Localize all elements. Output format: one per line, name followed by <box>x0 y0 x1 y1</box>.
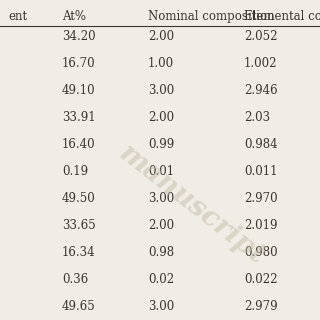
Text: 2.00: 2.00 <box>148 30 174 44</box>
Text: 0.022: 0.022 <box>244 273 277 285</box>
Text: 2.00: 2.00 <box>148 111 174 124</box>
Text: 33.91: 33.91 <box>62 111 96 124</box>
Text: ent: ent <box>8 10 27 23</box>
Text: 2.03: 2.03 <box>244 111 270 124</box>
Text: 2.00: 2.00 <box>148 219 174 232</box>
Text: 2.979: 2.979 <box>244 300 278 313</box>
Text: 49.65: 49.65 <box>62 300 96 313</box>
Text: manuscript: manuscript <box>114 140 270 270</box>
Text: Nominal composition: Nominal composition <box>148 10 275 23</box>
Text: 49.50: 49.50 <box>62 192 96 205</box>
Text: 16.34: 16.34 <box>62 246 96 259</box>
Text: 0.02: 0.02 <box>148 273 174 285</box>
Text: 0.98: 0.98 <box>148 246 174 259</box>
Text: 2.052: 2.052 <box>244 30 277 44</box>
Text: 0.980: 0.980 <box>244 246 278 259</box>
Text: 2.970: 2.970 <box>244 192 278 205</box>
Text: 16.70: 16.70 <box>62 57 96 70</box>
Text: 0.984: 0.984 <box>244 138 278 151</box>
Text: 0.99: 0.99 <box>148 138 174 151</box>
Text: 34.20: 34.20 <box>62 30 96 44</box>
Text: 3.00: 3.00 <box>148 192 174 205</box>
Text: 0.01: 0.01 <box>148 165 174 178</box>
Text: 16.40: 16.40 <box>62 138 96 151</box>
Text: 0.36: 0.36 <box>62 273 88 285</box>
Text: 2.946: 2.946 <box>244 84 278 97</box>
Text: 0.011: 0.011 <box>244 165 277 178</box>
Text: At%: At% <box>62 10 86 23</box>
Text: 3.00: 3.00 <box>148 84 174 97</box>
Text: 33.65: 33.65 <box>62 219 96 232</box>
Text: 1.002: 1.002 <box>244 57 277 70</box>
Text: 49.10: 49.10 <box>62 84 96 97</box>
Text: 3.00: 3.00 <box>148 300 174 313</box>
Text: 2.019: 2.019 <box>244 219 277 232</box>
Text: 1.00: 1.00 <box>148 57 174 70</box>
Text: 0.19: 0.19 <box>62 165 88 178</box>
Text: Elemental comp: Elemental comp <box>244 10 320 23</box>
